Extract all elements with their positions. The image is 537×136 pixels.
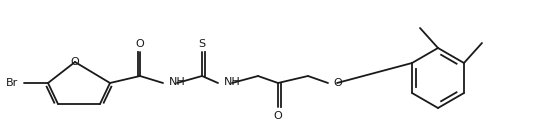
Text: O: O	[274, 111, 282, 121]
Text: Br: Br	[6, 78, 18, 88]
Text: O: O	[71, 57, 79, 67]
Text: S: S	[199, 39, 206, 49]
Text: NH: NH	[169, 77, 186, 87]
Text: NH: NH	[224, 77, 241, 87]
Text: O: O	[333, 78, 342, 88]
Text: O: O	[136, 39, 144, 49]
